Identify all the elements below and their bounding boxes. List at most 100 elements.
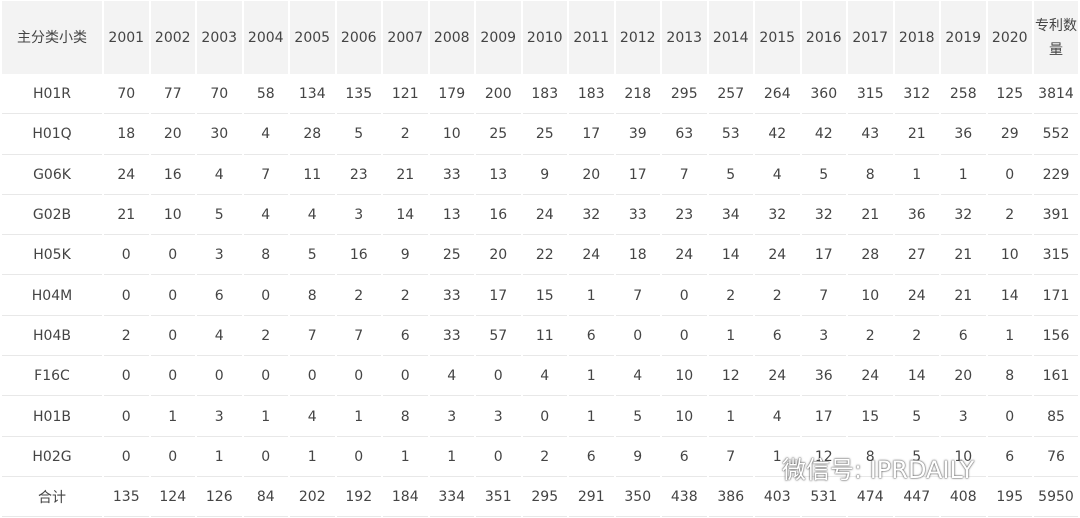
cell: 2 <box>708 276 753 316</box>
cell: 2 <box>987 196 1032 236</box>
cell: 10 <box>662 357 707 397</box>
cell: 30 <box>197 115 242 155</box>
cell: 36 <box>801 357 846 397</box>
cell: 4 <box>290 196 335 236</box>
cell: 1 <box>569 357 614 397</box>
cell: 135 <box>104 478 149 518</box>
cell: 156 <box>1034 317 1078 357</box>
cell: 1 <box>290 438 335 477</box>
header-cell: 2019 <box>941 1 986 74</box>
cell: 1 <box>894 156 939 195</box>
cell: 84 <box>243 478 288 518</box>
cell: 21 <box>941 236 986 276</box>
cell: 4 <box>197 317 242 357</box>
cell: 2 <box>383 276 428 316</box>
cell: 391 <box>1034 196 1078 236</box>
cell: 42 <box>755 115 800 155</box>
cell: 2 <box>522 438 567 477</box>
table-row: H01R 70 77 70 58 134 135 121 179 200 183 183 218 295 2… <box>2 75 1078 115</box>
cell: 20 <box>941 357 986 397</box>
cell: 4 <box>243 115 288 155</box>
cell: 20 <box>569 156 614 195</box>
header-cell: 2011 <box>569 1 614 74</box>
cell: 15 <box>522 276 567 316</box>
cell: 34 <box>708 196 753 236</box>
cell: 161 <box>1034 357 1078 397</box>
header-cell: 2004 <box>243 1 288 74</box>
cell: 20 <box>476 236 521 276</box>
table-row: H02G 0 0 1 0 1 0 1 1 0 2 6 9 6 7 1 12 8 5 10 6 76 <box>2 438 1078 477</box>
cell: 195 <box>987 478 1032 518</box>
cell: 3 <box>429 397 474 437</box>
table-row: F16C 0 0 0 0 0 0 0 4 0 4 1 4 10 12 24 36 24 14 20 8 161 <box>2 357 1078 397</box>
cell: 7 <box>662 156 707 195</box>
table-row: G02B 21 10 5 4 4 3 14 13 16 24 32 33 23 34 32 32 21 36 32 2 3… <box>2 196 1078 236</box>
cell: 6 <box>941 317 986 357</box>
cell: 33 <box>615 196 660 236</box>
cell: 32 <box>569 196 614 236</box>
header-cell: 专利数量 <box>1034 1 1078 74</box>
cell: 70 <box>104 75 149 115</box>
cell: 7 <box>336 317 381 357</box>
row-label: G06K <box>2 156 102 195</box>
cell: 6 <box>755 317 800 357</box>
cell: 24 <box>569 236 614 276</box>
cell: 258 <box>941 75 986 115</box>
cell: 0 <box>987 397 1032 437</box>
header-cell: 2016 <box>801 1 846 74</box>
cell: 6 <box>569 438 614 477</box>
row-label: F16C <box>2 357 102 397</box>
cell: 57 <box>476 317 521 357</box>
cell: 21 <box>894 115 939 155</box>
cell: 28 <box>290 115 335 155</box>
cell: 183 <box>522 75 567 115</box>
cell: 1 <box>336 397 381 437</box>
table-row: H04B 2 0 4 2 7 7 6 33 57 11 6 0 0 1 6 3 2 2 6 1 156 <box>2 317 1078 357</box>
cell: 1 <box>708 397 753 437</box>
table-row: H04M 0 0 6 0 8 2 2 33 17 15 1 7 0 2 2 7 10 24 21 14 171 <box>2 276 1078 316</box>
cell: 1 <box>755 438 800 477</box>
cell: 8 <box>987 357 1032 397</box>
cell: 3 <box>801 317 846 357</box>
cell: 7 <box>615 276 660 316</box>
cell: 4 <box>429 357 474 397</box>
cell: 4 <box>197 156 242 195</box>
cell: 0 <box>150 236 195 276</box>
cell: 32 <box>755 196 800 236</box>
cell: 171 <box>1034 276 1078 316</box>
cell: 16 <box>476 196 521 236</box>
cell: 0 <box>476 357 521 397</box>
cell: 36 <box>941 115 986 155</box>
cell: 5 <box>197 196 242 236</box>
table-row: H05K 0 0 3 8 5 16 9 25 20 22 24 18 24 14 24 17 28 27 21 10 31… <box>2 236 1078 276</box>
cell: 0 <box>104 438 149 477</box>
cell: 202 <box>290 478 335 518</box>
header-cell: 2017 <box>848 1 893 74</box>
cell: 200 <box>476 75 521 115</box>
cell: 58 <box>243 75 288 115</box>
cell: 25 <box>522 115 567 155</box>
cell: 0 <box>150 438 195 477</box>
cell: 4 <box>755 156 800 195</box>
cell: 0 <box>662 317 707 357</box>
cell: 24 <box>848 357 893 397</box>
cell: 0 <box>150 276 195 316</box>
cell: 4 <box>243 196 288 236</box>
cell: 10 <box>429 115 474 155</box>
cell: 10 <box>150 196 195 236</box>
cell: 1 <box>243 397 288 437</box>
cell: 5950 <box>1034 478 1078 518</box>
cell: 0 <box>522 397 567 437</box>
cell: 28 <box>848 236 893 276</box>
cell: 0 <box>104 236 149 276</box>
cell: 126 <box>197 478 242 518</box>
header-cell: 2020 <box>987 1 1032 74</box>
cell: 7 <box>801 276 846 316</box>
cell: 295 <box>522 478 567 518</box>
cell: 5 <box>336 115 381 155</box>
cell: 18 <box>615 236 660 276</box>
cell: 16 <box>336 236 381 276</box>
cell: 3 <box>476 397 521 437</box>
